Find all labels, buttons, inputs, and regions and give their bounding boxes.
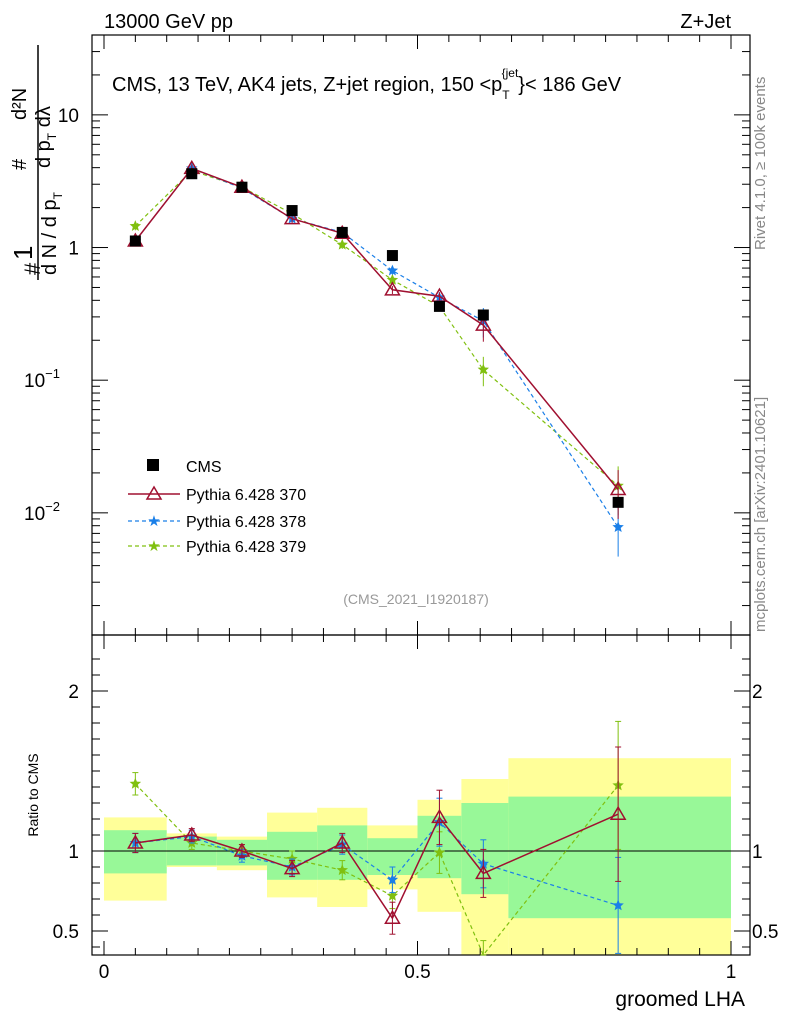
main-series-layer: [127, 159, 627, 557]
ylabel-numerator: #: [9, 158, 31, 170]
ratio-ytick-label-left-1: 1: [68, 842, 79, 863]
ratio-point-p370-7: [475, 864, 492, 880]
legend-370-marker: [145, 485, 163, 500]
x-tick-label-1: 0.5: [404, 962, 430, 983]
ratio-point-p370-4: [333, 834, 351, 849]
ratio-point-p370-2: [233, 842, 251, 857]
main-point-cms-8: [612, 496, 624, 508]
ylabel-dp: d pT dλ: [33, 106, 59, 168]
main-line-p378: [134, 167, 619, 528]
main-point-p379-7: [477, 363, 489, 375]
header-energy: 13000 GeV pp: [104, 11, 233, 33]
main-ytick-label-1: 1: [68, 239, 79, 260]
ratio-point-p379-0: [129, 777, 142, 789]
ratio-series-layer: [127, 720, 627, 957]
legend-370-label: Pythia 6.428 370: [186, 487, 306, 504]
legend-cms-label: CMS: [186, 459, 222, 476]
ratio-point-p378-8: [612, 899, 624, 911]
main-point-p370-3: [283, 210, 301, 225]
ratio-point-p370-0: [127, 834, 144, 849]
ylabel-one: 1: [8, 246, 38, 260]
main-point-cms-7: [477, 309, 489, 321]
plot-title: CMS, 13 TeV, AK4 jets, Z+jet region, 150…: [112, 66, 622, 102]
ratio-ytick-label-right-0: 0.5: [752, 922, 778, 943]
band-green-7: [461, 803, 509, 895]
main-point-cms-1: [186, 168, 198, 180]
x-tick-label-2: 1: [726, 962, 737, 983]
ratio-ytick-label-right-2: 2: [752, 682, 763, 703]
legend-378-marker: ★: [147, 512, 160, 530]
legend-cms-marker: [147, 459, 159, 471]
main-point-cms-2: [236, 181, 248, 193]
side-text-mcplots: mcplots.cern.ch [arXiv:2401.10621]: [752, 397, 769, 632]
ratio-line-p378: [135, 821, 619, 906]
ratio-ytick-label-right-1: 1: [752, 842, 763, 863]
main-line-p379: [134, 169, 619, 487]
main-point-p370-8: [609, 480, 627, 496]
main-point-cms-6: [433, 300, 445, 312]
ratio-ytick-label-left-0: 0.5: [53, 922, 79, 943]
main-point-p379-4: [336, 238, 348, 250]
main-point-p379-5: [386, 273, 399, 285]
main-point-p370-7: [475, 316, 492, 331]
main-line-p370: [134, 167, 619, 490]
main-ytick-label-3: 10−2: [24, 499, 60, 525]
main-ytick-label-0: 10: [58, 106, 79, 127]
ratio-point-p370-8: [609, 805, 627, 820]
ratio-point-p379-3: [286, 853, 298, 864]
ylabel-denominator: d N / d pT: [39, 191, 65, 275]
main-point-p378-8: [612, 521, 624, 532]
ratio-point-p378-5: [386, 873, 399, 885]
ratio-point-p370-5: [384, 909, 401, 924]
main-y-axis-label: # 1 d N / d pT # d pT dλ d²N: [8, 45, 65, 280]
main-point-cms-4: [336, 226, 348, 238]
legend-379-marker: ★: [147, 537, 160, 555]
main-point-cms-5: [386, 250, 398, 262]
ratio-point-p379-4: [336, 864, 348, 876]
ratio-plot-frame: [91, 634, 751, 956]
ratio-y-axis-label: Ratio to CMS: [25, 753, 41, 836]
main-point-p378-5: [386, 264, 399, 276]
main-axis-ticks: 10 1 10−1 10−2: [24, 34, 750, 635]
analysis-watermark: (CMS_2021_I1920187): [343, 591, 489, 607]
main-point-cms-3: [286, 205, 298, 217]
ratio-point-p370-1: [183, 826, 201, 841]
ratio-point-p379-6: [433, 846, 446, 858]
legend-379-label: Pythia 6.428 379: [186, 539, 306, 556]
main-point-p379-0: [129, 220, 142, 231]
ratio-uncertainty-bands: [104, 758, 731, 955]
header-process: Z+Jet: [680, 11, 731, 33]
x-tick-label-0: 0: [99, 962, 110, 983]
ratio-ytick-label-left-2: 2: [68, 682, 79, 703]
legend-378-label: Pythia 6.428 378: [186, 514, 306, 531]
main-ytick-label-2: 10−1: [24, 366, 60, 392]
ratio-point-p370-6: [431, 808, 448, 824]
main-point-p370-5: [384, 281, 401, 296]
main-point-cms-0: [129, 235, 141, 247]
side-text-rivet: Rivet 4.1.0, ≥ 100k events: [752, 77, 769, 250]
legend: CMS Pythia 6.428 370 ★ Pythia 6.428 378 …: [128, 459, 306, 556]
ratio-point-p379-5: [386, 889, 399, 901]
ylabel-d2n: d²N: [9, 88, 31, 120]
ratio-frame-rect: [91, 634, 751, 956]
ratio-axis-ticks: 0.5 0.5 1 1 2 2 0 0.5 1: [53, 635, 778, 983]
x-axis-label: groomed LHA: [615, 988, 745, 1011]
ratio-point-p370-3: [283, 860, 301, 875]
